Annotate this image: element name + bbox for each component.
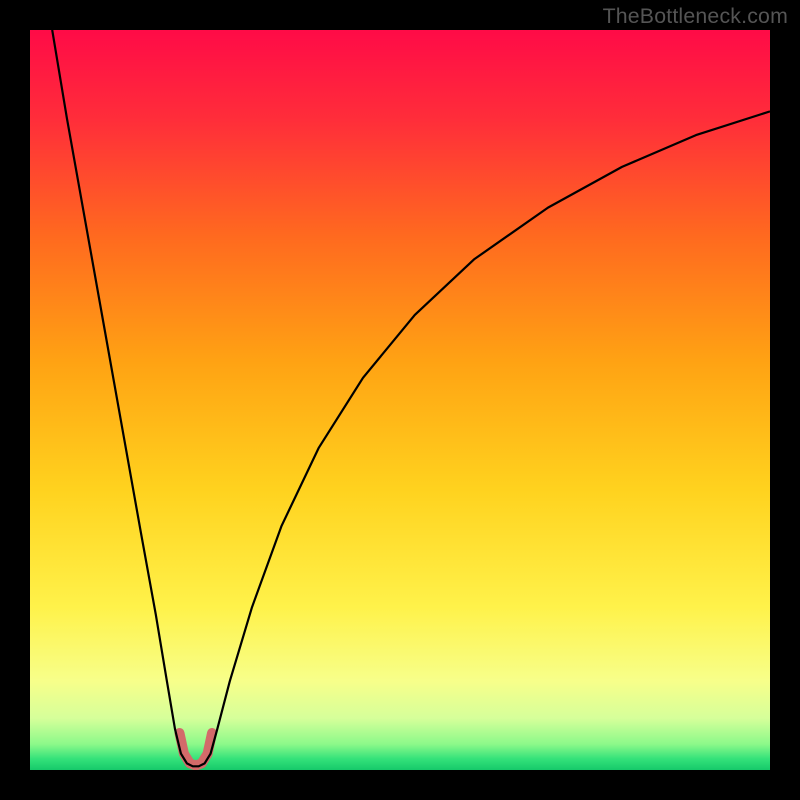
bottleneck-curve	[52, 30, 770, 766]
watermark-text: TheBottleneck.com	[603, 4, 788, 29]
plot-area	[30, 30, 770, 770]
curve-layer	[30, 30, 770, 770]
